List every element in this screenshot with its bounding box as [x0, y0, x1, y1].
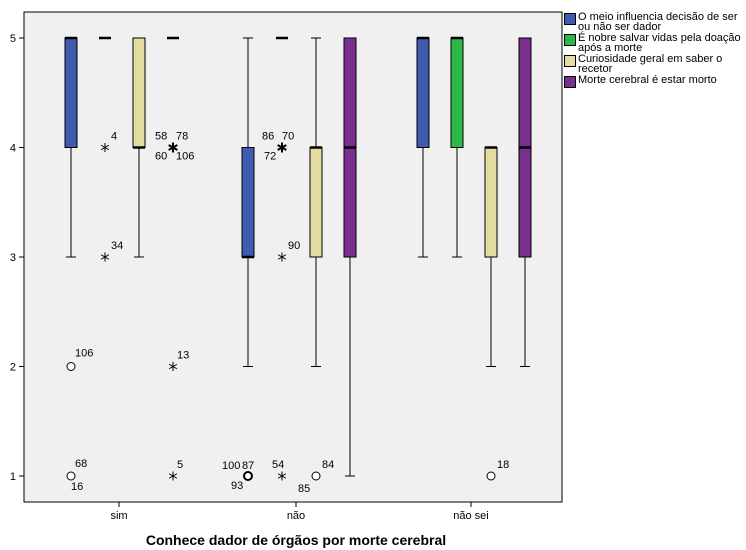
outlier-label: 16: [71, 481, 83, 493]
box-plot-item: 4 34: [99, 36, 123, 262]
box: [64, 37, 78, 148]
x-tick-label: não: [287, 510, 305, 522]
box: [132, 37, 146, 148]
box-plot-item: 86 70 72 90 54 85: [262, 36, 310, 495]
outlier-label: 78: [176, 131, 188, 143]
legend-item: Curiosidade geral em saber o recetor: [564, 53, 746, 75]
outlier-label: 13: [177, 350, 189, 362]
y-tick-label: 1: [10, 471, 16, 483]
box-plot-item: [416, 36, 430, 258]
box-plot-item: 18: [484, 146, 509, 481]
outlier-label: 100: [222, 460, 240, 472]
y-tick-label: 2: [10, 362, 16, 374]
outlier-star: [277, 252, 287, 262]
outlier-circle: [311, 471, 321, 481]
outlier-star: [168, 471, 178, 481]
box: [241, 147, 255, 258]
legend-swatch: [564, 34, 576, 46]
box-plot-item: [450, 36, 464, 258]
legend-item: O meio influencia decisão de ser ou não …: [564, 11, 746, 33]
x-axis: sim não não sei: [110, 502, 489, 522]
y-tick-label: 4: [10, 143, 16, 155]
legend-label: Curiosidade geral em saber o recetor: [578, 53, 723, 75]
box: [416, 37, 430, 148]
box-plot-item: 58 78 60 106 13 5: [155, 36, 194, 481]
box-plot-item: [343, 37, 357, 477]
legend-swatch: [564, 55, 576, 67]
outlier-label: 90: [288, 240, 300, 252]
outlier-label: 86: [262, 131, 274, 143]
box: [450, 37, 464, 148]
box-plot-item: 100 87 93: [222, 37, 255, 492]
outlier-label: 106: [176, 151, 194, 163]
box-plot-item: [132, 37, 146, 258]
outlier-label: 87: [242, 460, 254, 472]
legend-label: O meio influencia decisão de ser ou não …: [578, 11, 738, 33]
outlier-label: 85: [298, 483, 310, 495]
x-tick-label: não sei: [453, 510, 488, 522]
outlier-star: [277, 471, 287, 481]
legend-swatch: [564, 76, 576, 88]
plot-area: [23, 11, 563, 503]
outlier-label: 58: [155, 131, 167, 143]
outlier-star: [168, 142, 178, 153]
box: [484, 147, 498, 258]
outlier-label: 54: [272, 459, 284, 471]
legend-label: É nobre salvar vidas pela doação após a …: [578, 32, 741, 54]
outlier-star: [168, 362, 178, 371]
outlier-label: 34: [111, 240, 123, 252]
outlier-circle: [66, 362, 76, 371]
outlier-label: 72: [264, 151, 276, 163]
y-axis: 1 2 3 4 5: [10, 33, 24, 483]
y-tick-label: 5: [10, 33, 16, 45]
outlier-circle: [486, 471, 496, 481]
x-tick-label: sim: [110, 510, 127, 522]
box: [309, 147, 323, 258]
legend: O meio influencia decisão de ser ou não …: [564, 12, 746, 89]
outlier-label: 5: [177, 459, 183, 471]
legend-swatch: [564, 13, 576, 25]
outlier-label: 4: [111, 131, 117, 143]
outlier-label: 106: [75, 348, 93, 360]
outlier-label: 93: [231, 480, 243, 492]
y-tick-label: 3: [10, 252, 16, 264]
outlier-star: [100, 252, 110, 262]
outlier-label: 18: [497, 459, 509, 471]
box-group: 106 68 16 100 87 93 4 34 86 70 72 90 54 85 84 18 58 78 60 1…: [64, 36, 532, 495]
legend-item: É nobre salvar vidas pela doação após a …: [564, 32, 746, 54]
outlier-label: 84: [322, 459, 334, 471]
outlier-label: 60: [155, 151, 167, 163]
outlier-star: [100, 143, 110, 152]
outlier-star: [277, 142, 287, 153]
x-axis-title: Conhece dador de órgãos por morte cerebr…: [146, 532, 446, 548]
box-plot-item: [518, 37, 532, 367]
outlier-label: 70: [282, 131, 294, 143]
legend-item: Morte cerebral é estar morto: [564, 75, 746, 88]
outlier-label: 68: [75, 458, 87, 470]
legend-label: Morte cerebral é estar morto: [578, 74, 717, 86]
box-plot-item: 106 68 16: [64, 36, 93, 493]
outlier-circle: [66, 471, 76, 481]
box-plot-item: 84: [309, 37, 334, 481]
outlier-circle: [243, 471, 253, 481]
